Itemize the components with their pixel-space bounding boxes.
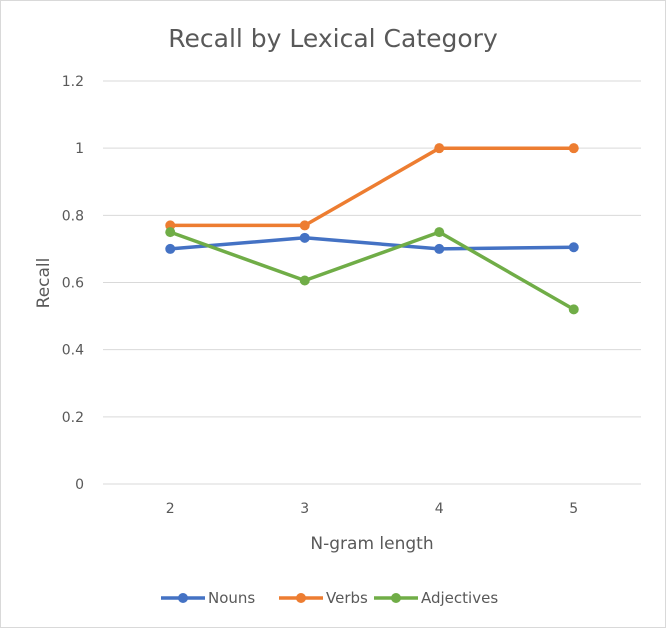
chart-title: Recall by Lexical Category <box>168 24 498 53</box>
y-tick-label: 0.2 <box>62 410 84 426</box>
series-lines <box>165 143 579 315</box>
y-tick-label: 1 <box>75 141 84 157</box>
series-line-verbs <box>168 146 576 228</box>
y-tick-label: 0 <box>75 477 84 493</box>
data-point-adjectives <box>299 275 310 286</box>
x-axis-title: N-gram length <box>310 534 433 554</box>
y-tick-label: 0.6 <box>62 276 84 292</box>
x-tick-label: 4 <box>435 501 444 517</box>
legend-label-adjectives: Adjectives <box>421 589 498 607</box>
legend-label-nouns: Nouns <box>208 589 255 607</box>
series-line-nouns <box>168 236 576 251</box>
series-line-adjectives <box>168 230 576 312</box>
data-point-nouns <box>165 243 176 254</box>
legend-marker-verbs <box>296 593 306 603</box>
data-point-adjectives <box>568 304 579 315</box>
y-tick-label: 0.4 <box>62 343 84 359</box>
data-point-nouns <box>299 232 310 243</box>
y-axis-title: Recall <box>34 258 54 309</box>
y-axis-ticks: 0 0.2 0.4 0.6 0.8 1 1.2 <box>62 74 84 493</box>
data-point-adjectives <box>434 227 445 238</box>
gridlines <box>103 80 641 485</box>
data-point-verbs <box>434 143 445 154</box>
legend-marker-nouns <box>178 593 188 603</box>
legend-label-verbs: Verbs <box>326 589 368 607</box>
legend-marker-adjectives <box>391 593 401 603</box>
data-point-adjectives <box>165 227 176 238</box>
x-tick-label: 5 <box>569 501 578 517</box>
y-tick-label: 0.8 <box>62 208 84 224</box>
data-point-nouns <box>434 243 445 254</box>
y-tick-label: 1.2 <box>62 74 84 90</box>
x-tick-label: 3 <box>300 501 309 517</box>
x-axis-ticks: 2 3 4 5 <box>166 501 578 517</box>
data-point-verbs <box>568 143 579 154</box>
data-point-verbs <box>299 220 310 231</box>
x-tick-label: 2 <box>166 501 175 517</box>
legend: Nouns Verbs Adjectives <box>161 589 498 607</box>
data-point-nouns <box>568 242 579 253</box>
